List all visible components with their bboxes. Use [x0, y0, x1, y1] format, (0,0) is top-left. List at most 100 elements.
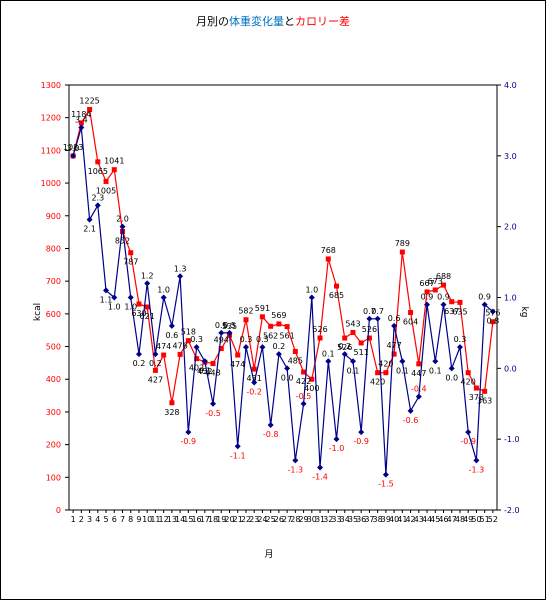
x-tick-label: 51 [480, 515, 490, 524]
series-marker-square [441, 282, 446, 288]
y-left-tick-label: 200 [46, 441, 61, 450]
data-label: -1.3 [469, 465, 485, 474]
series-marker-square [177, 351, 183, 357]
data-label: 0.1 [429, 366, 442, 375]
data-label: 0.0 [445, 373, 458, 382]
data-label: 328 [164, 408, 179, 417]
data-label: 789 [395, 239, 410, 248]
data-label: 637 [444, 307, 459, 316]
series-marker-square [473, 385, 479, 391]
series-marker-square [383, 370, 389, 376]
series-marker-diamond [317, 464, 324, 471]
x-tick-label: 37 [364, 515, 374, 524]
data-label: 0.3 [240, 335, 253, 344]
y-left-tick-label: 900 [46, 212, 61, 221]
x-tick-label: 15 [183, 515, 193, 524]
data-label: 3.4 [75, 116, 88, 125]
data-label: 422 [296, 377, 311, 386]
series-marker-square [408, 310, 414, 316]
data-label: 518 [181, 328, 196, 337]
x-tick-label: 41 [397, 515, 407, 524]
data-label: -0.2 [246, 388, 262, 397]
series-marker-diamond [432, 358, 439, 365]
data-label: 543 [345, 319, 360, 328]
data-label: -1.1 [230, 451, 246, 460]
series-marker-diamond [119, 223, 126, 230]
data-label: 621 [140, 312, 155, 321]
series-marker-square [259, 314, 265, 320]
series-marker-square [136, 301, 142, 307]
series-marker-diamond [284, 365, 291, 372]
chart-title-part: 月別の [196, 15, 229, 28]
series-marker-square [358, 340, 364, 346]
series-marker-square [465, 370, 471, 376]
data-label: 0.1 [347, 366, 360, 375]
series-marker-diamond [300, 400, 307, 407]
data-label: 635 [452, 307, 467, 316]
x-tick-label: 9 [136, 515, 141, 524]
series-marker-diamond [349, 358, 356, 365]
series-marker-diamond [333, 436, 340, 443]
x-tick-label: 29 [298, 515, 308, 524]
data-label: 673 [428, 277, 443, 286]
series-marker-square [194, 356, 200, 362]
data-label: 2.1 [83, 225, 96, 234]
series-marker-diamond [86, 216, 93, 223]
series-marker-square [78, 120, 84, 126]
series-marker-diamond [226, 329, 233, 336]
data-label: 1005 [96, 186, 116, 195]
series-marker-square [161, 352, 167, 358]
series-marker-diamond [111, 294, 118, 301]
x-tick-label: 38 [373, 515, 383, 524]
data-label: 474 [230, 360, 245, 369]
data-label: 2.3 [91, 193, 104, 202]
data-label: 569 [271, 311, 286, 320]
data-label: 526 [312, 325, 327, 334]
series-marker-diamond [70, 152, 77, 159]
data-label: 0.3 [256, 335, 269, 344]
series-marker-square [169, 400, 175, 406]
x-tick-label: 24 [257, 515, 267, 524]
data-label: 474 [156, 342, 171, 351]
data-label: 667 [419, 279, 434, 288]
y-left-tick-label: 300 [46, 408, 61, 417]
data-label: 373 [469, 393, 484, 402]
data-label: -0.9 [181, 437, 197, 446]
series-group [70, 107, 496, 478]
y-left-tick-label: 600 [46, 310, 61, 319]
series-marker-square [235, 352, 241, 358]
series-marker-diamond [399, 358, 406, 365]
data-label: -1.3 [288, 465, 304, 474]
series-marker-diamond [218, 329, 225, 336]
series-marker-diamond [185, 429, 192, 436]
data-label: 591 [255, 304, 270, 313]
series-marker-square [342, 335, 348, 341]
series-marker-diamond [160, 294, 167, 301]
series-marker-square [432, 287, 438, 293]
y-left-tick-label: 1000 [41, 179, 61, 188]
data-label: 0.6 [388, 314, 401, 323]
series-marker-diamond [152, 351, 159, 358]
x-tick-label: 14 [175, 515, 185, 524]
data-label: 476 [172, 341, 187, 350]
series-marker-square [490, 319, 496, 325]
data-label: 1.0 [124, 303, 137, 312]
data-label: 685 [329, 291, 344, 300]
series-marker-diamond [234, 443, 241, 450]
series-marker-diamond [382, 471, 389, 478]
chart-title-part: 体重変化量 [229, 14, 284, 28]
chart-title: 月別の体重変化量とカロリー差 [196, 14, 350, 28]
data-label: 477 [386, 341, 401, 350]
series-marker-diamond [94, 202, 101, 209]
data-label: 3.0 [67, 144, 80, 153]
data-label: 0.1 [198, 366, 211, 375]
series-marker-diamond [415, 393, 422, 400]
y-left-tick-label: 1200 [41, 114, 61, 123]
x-tick-label: 20 [224, 515, 234, 524]
data-label: 402 [189, 364, 204, 373]
data-label: 420 [461, 378, 476, 387]
y-left-tick-label: 700 [46, 277, 61, 286]
series-marker-square [416, 361, 422, 367]
